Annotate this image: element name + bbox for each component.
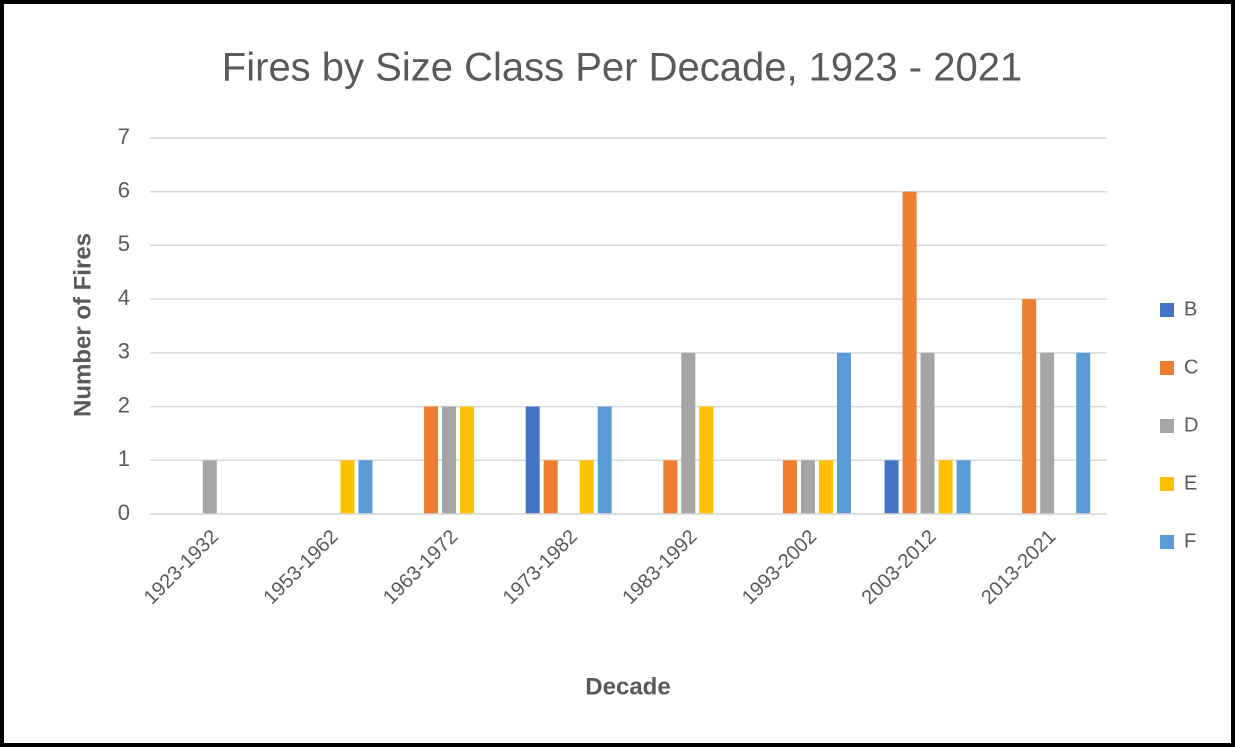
bar: [902, 191, 917, 514]
legend-label: D: [1184, 414, 1198, 436]
y-tick-label: 0: [118, 500, 130, 525]
y-tick-label: 3: [118, 339, 130, 364]
bar: [202, 460, 217, 514]
bar: [699, 406, 714, 514]
bar: [597, 406, 612, 514]
bar: [579, 460, 594, 514]
bar: [424, 406, 439, 514]
bar: [340, 460, 355, 514]
bar: [358, 460, 373, 514]
bar: [1076, 352, 1091, 514]
bar: [884, 460, 899, 514]
legend-label: F: [1184, 530, 1196, 552]
bar: [1022, 299, 1037, 514]
legend-label: B: [1184, 298, 1197, 320]
bar: [938, 460, 953, 514]
y-tick-label: 2: [118, 392, 130, 417]
bar: [836, 352, 851, 514]
bar: [442, 406, 457, 514]
bar: [1040, 352, 1055, 514]
bar: [543, 460, 558, 514]
legend-swatch: [1160, 419, 1174, 433]
bar: [800, 460, 815, 514]
y-axis-label: Number of Fires: [69, 233, 96, 417]
bar: [956, 460, 971, 514]
legend-swatch: [1160, 477, 1174, 491]
legend-swatch: [1160, 361, 1174, 375]
y-tick-label: 1: [118, 446, 130, 471]
bar: [663, 460, 678, 514]
y-tick-label: 6: [118, 178, 130, 203]
bar: [818, 460, 833, 514]
y-tick-label: 5: [118, 231, 130, 256]
chart-title: Fires by Size Class Per Decade, 1923 - 2…: [222, 46, 1022, 90]
y-tick-label: 4: [118, 285, 130, 310]
y-tick-label: 7: [118, 124, 130, 149]
legend-label: E: [1184, 472, 1197, 494]
x-axis-label: Decade: [585, 673, 670, 700]
legend-label: C: [1184, 356, 1198, 378]
legend-swatch: [1160, 535, 1174, 549]
bar: [525, 406, 540, 514]
bar: [920, 352, 935, 514]
legend-swatch: [1160, 303, 1174, 317]
bar: [782, 460, 797, 514]
bar: [681, 352, 696, 514]
bar: [460, 406, 475, 514]
